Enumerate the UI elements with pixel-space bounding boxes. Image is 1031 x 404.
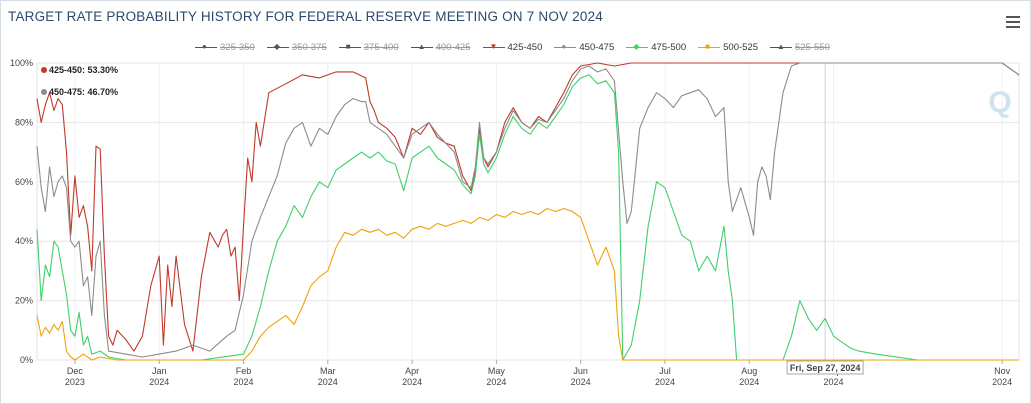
legend-item-425-450[interactable]: ▼ 425-450 — [482, 40, 543, 54]
series-line-500-525[interactable] — [36, 207, 1019, 361]
legend-item-350-375[interactable]: ◆ 350-375 — [266, 40, 327, 54]
x-tick-year: 2023 — [65, 377, 85, 387]
x-tick-month: Feb — [236, 366, 252, 376]
legend-item-500-525[interactable]: ■ 500-525 — [698, 40, 758, 54]
legend-item-375-400[interactable]: ■ 375-400 — [338, 40, 399, 54]
y-tick-label: 80% — [15, 117, 33, 127]
legend: ● 325-350 ◆ 350-375 ■ 375-400 ▲ 400-425 ▼ 425-450… — [195, 40, 830, 54]
chart-title: TARGET RATE PROBABILITY HISTORY FOR FEDE… — [8, 9, 604, 24]
x-tick-year: 2024 — [739, 377, 759, 387]
x-tick-month: Jun — [573, 366, 588, 376]
watermark-logo: Q — [988, 86, 1011, 119]
legend-marker-icon: ◆ — [266, 42, 289, 52]
plot-border — [36, 62, 1020, 361]
x-tick-year: 2024 — [571, 377, 591, 387]
legend-label: 350-375 — [291, 41, 327, 53]
legend-item-525-550[interactable]: ▲ 525-550 — [770, 40, 830, 54]
legend-item-400-425[interactable]: ▲ 400-425 — [410, 40, 471, 54]
legend-label: 450-475 — [579, 41, 615, 53]
legend-marker-icon: ▲ — [410, 42, 433, 52]
legend-marker-icon: ● — [554, 42, 577, 52]
legend-label: 425-450 — [507, 41, 543, 53]
tooltip-label: 425-450: 53.30% — [49, 65, 118, 75]
x-tick-month: Jan — [152, 366, 167, 376]
x-tick-year: 2024 — [824, 377, 844, 387]
tooltip-label: 450-475: 46.70% — [49, 87, 118, 97]
legend-marker-icon: ■ — [698, 42, 721, 52]
series-line-475-500[interactable] — [36, 74, 1019, 361]
x-tick-year: 2024 — [149, 377, 169, 387]
legend-item-450-475[interactable]: ● 450-475 — [554, 40, 614, 54]
legend-item-325-350[interactable]: ● 325-350 — [195, 40, 255, 54]
x-tick-year: 2024 — [486, 377, 506, 387]
x-tick-month: May — [488, 366, 506, 376]
y-tick-label: 100% — [10, 58, 33, 68]
menu-icon[interactable] — [1006, 16, 1020, 28]
legend-marker-icon: ◆ — [626, 42, 649, 52]
series-line-425-450[interactable] — [36, 62, 1020, 352]
y-tick-label: 0% — [20, 355, 33, 365]
legend-marker-icon: ▼ — [482, 42, 505, 52]
x-tick-year: 2024 — [655, 377, 675, 387]
x-tick-year: 2024 — [402, 377, 422, 387]
tooltip-marker — [41, 89, 47, 95]
x-tick-month: Dec — [67, 366, 84, 376]
legend-label: 325-350 — [220, 41, 255, 53]
legend-marker-icon: ▲ — [770, 42, 792, 52]
legend-label: 400-425 — [435, 41, 471, 53]
x-tick-year: 2024 — [992, 377, 1012, 387]
y-tick-label: 60% — [15, 177, 33, 187]
legend-label: 500-525 — [723, 41, 758, 53]
y-tick-label: 40% — [15, 236, 33, 246]
legend-label: 475-500 — [651, 41, 687, 53]
x-tick-month: Apr — [405, 366, 419, 376]
tooltip-marker — [41, 67, 47, 73]
x-tick-year: 2024 — [233, 377, 253, 387]
x-tick-year: 2024 — [318, 377, 338, 387]
legend-label: 375-400 — [363, 41, 399, 53]
hover-date-box — [786, 360, 864, 375]
y-tick-label: 20% — [15, 296, 33, 306]
legend-marker-icon: ● — [195, 42, 217, 52]
series-line-450-475[interactable] — [36, 62, 1020, 358]
legend-marker-icon: ■ — [338, 42, 361, 52]
legend-label: 525-550 — [795, 41, 830, 53]
hover-date-label: Fri, Sep 27, 2024 — [790, 363, 861, 373]
x-tick-month: Nov — [994, 366, 1011, 376]
legend-item-475-500[interactable]: ◆ 475-500 — [626, 40, 686, 54]
x-tick-month: Aug — [741, 366, 757, 376]
x-tick-month: Mar — [320, 366, 336, 376]
x-tick-month: Jul — [659, 366, 671, 376]
